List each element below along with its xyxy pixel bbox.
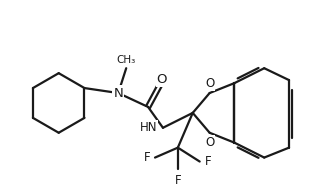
Text: O: O [157,73,167,86]
Text: F: F [144,151,150,164]
Text: O: O [205,136,214,149]
Text: F: F [174,175,181,187]
Text: F: F [205,155,211,168]
Text: N: N [113,87,123,99]
Text: CH₃: CH₃ [117,55,136,65]
Text: HN: HN [139,121,157,134]
Text: O: O [205,77,214,90]
